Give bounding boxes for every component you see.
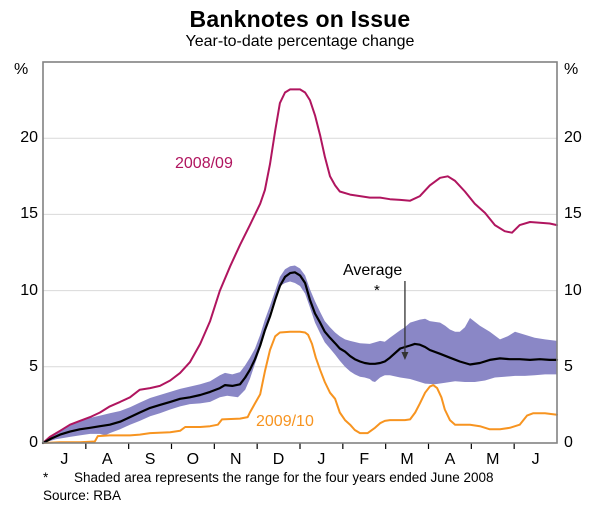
x-tick-label-4-N: N — [229, 451, 242, 468]
y-axis-unit-right: % — [564, 61, 579, 78]
x-tick-label-3-O: O — [186, 451, 200, 468]
y-tick-label-right-15: 15 — [564, 205, 582, 223]
y-tick-label-right-5: 5 — [564, 357, 573, 375]
y-tick-label-left-0: 0 — [29, 434, 38, 451]
average-arrow-head — [401, 352, 409, 360]
x-tick-label-5-D: D — [272, 451, 285, 468]
footnote-text: Shaded area represents the range for the… — [74, 470, 494, 485]
series-label-2009-10: 2009/10 — [256, 413, 314, 430]
y-tick-label-left-5: 5 — [29, 357, 38, 375]
footnote-marker: * — [43, 470, 49, 485]
range-band — [43, 265, 557, 443]
footnote: * Shaded area represents the range for th… — [43, 470, 494, 485]
series-label-2008-09: 2008/09 — [175, 155, 233, 172]
x-tick-label-9-A: A — [444, 451, 456, 468]
chart-title: Banknotes on Issue — [189, 6, 411, 32]
source-note: Source: RBA — [43, 488, 122, 503]
plot-border — [42, 61, 558, 444]
y-tick-label-right-10: 10 — [564, 281, 582, 299]
chart-subtitle: Year-to-date percentage change — [185, 33, 415, 50]
series-line-average — [41, 271, 559, 445]
series-line-2009-10 — [42, 330, 558, 444]
y-tick-label-right-20: 20 — [564, 129, 582, 147]
x-tick-label-10-M: M — [486, 451, 500, 468]
average-annotation-label: Average — [343, 262, 403, 279]
x-tick-label-8-M: M — [400, 451, 414, 468]
y-tick-label-left-15: 15 — [20, 205, 38, 223]
x-tick-label-2-S: S — [144, 451, 156, 468]
y-axis-unit-left: % — [14, 61, 29, 78]
y-tick-label-left-10: 10 — [20, 281, 38, 299]
y-tick-label-right-0: 0 — [564, 434, 573, 451]
series-line-2008-09 — [42, 88, 558, 444]
y-tick-label-left-20: 20 — [20, 129, 38, 147]
average-annotation-asterisk: * — [374, 282, 380, 299]
x-tick-label-7-F: F — [359, 451, 370, 468]
x-tick-label-6-J: J — [317, 451, 326, 468]
x-tick-label-0-J: J — [60, 451, 69, 468]
x-tick-label-11-J: J — [531, 451, 540, 468]
x-tick-label-1-A: A — [101, 451, 113, 468]
